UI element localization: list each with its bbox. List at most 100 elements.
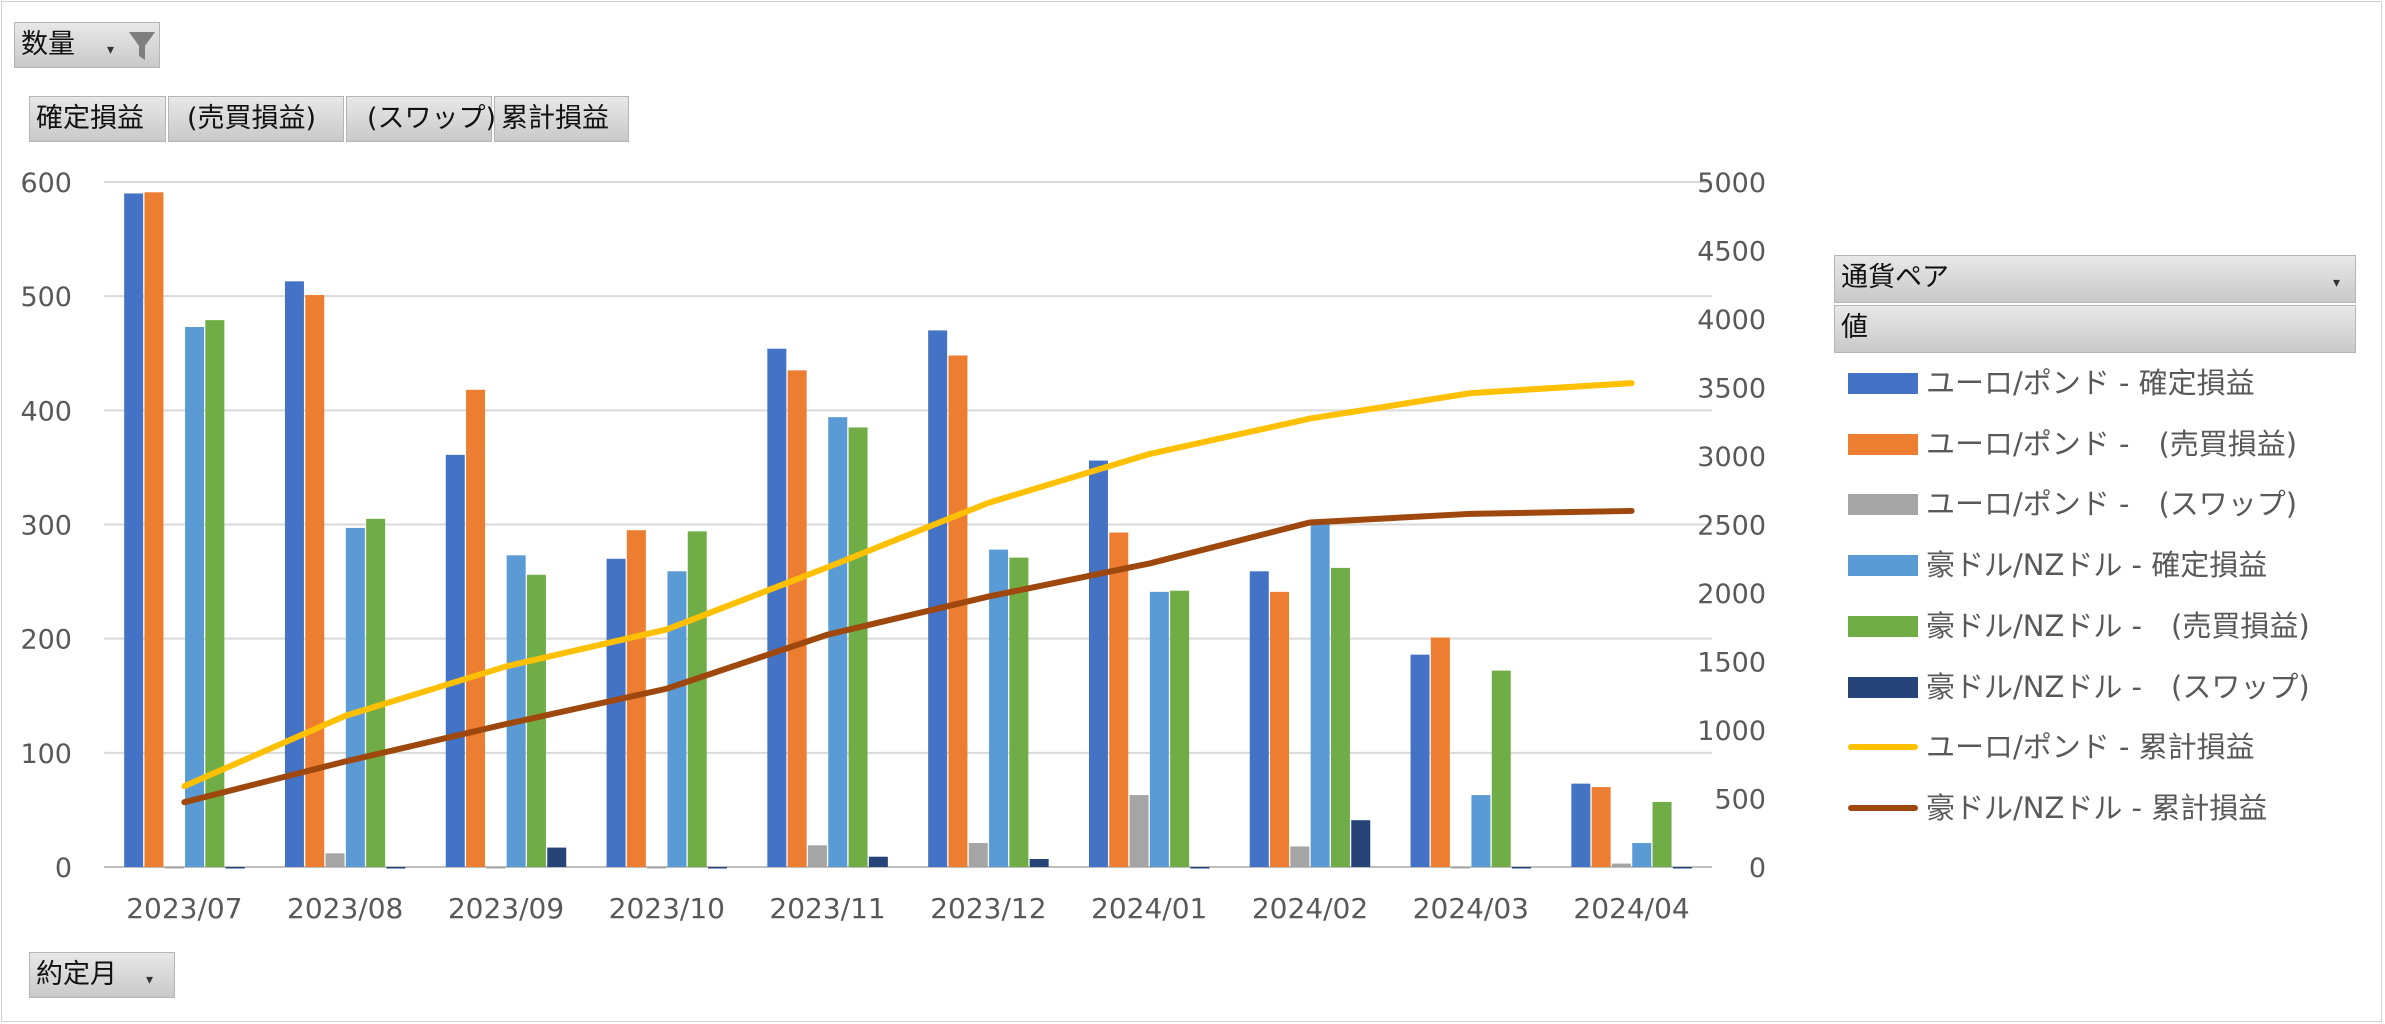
- x-tick-label: 2023/07: [126, 892, 242, 925]
- legend-item: 豪ドル/NZドル - 確定損益: [1848, 545, 2368, 585]
- bar: [466, 389, 486, 867]
- value-field-label: (売買損益): [187, 103, 317, 134]
- bar: [968, 843, 988, 867]
- bar: [305, 295, 325, 867]
- bar: [1571, 783, 1591, 867]
- bar: [547, 847, 567, 867]
- bar: [124, 193, 144, 867]
- legend-item: ユーロ/ポンド - (売買損益): [1848, 424, 2368, 464]
- legend-swatch: [1848, 433, 1918, 455]
- y2-tick-label: 4500: [1697, 237, 1766, 268]
- y-tick-label: 300: [20, 511, 72, 542]
- x-tick-label: 2023/08: [287, 892, 403, 925]
- bar: [1672, 867, 1692, 869]
- dropdown-arrow-icon: ▾: [2333, 275, 2341, 291]
- value-field-button-realized[interactable]: 確定損益: [29, 96, 166, 142]
- bar: [225, 867, 245, 869]
- bar: [1129, 795, 1149, 867]
- bar: [687, 531, 707, 867]
- bar: [1249, 571, 1269, 867]
- bar: [1109, 532, 1129, 867]
- x-tick-label: 2024/01: [1091, 892, 1207, 925]
- bar-series: [124, 192, 1692, 869]
- y-tick-label: 600: [20, 168, 72, 199]
- legend-label: 豪ドル/NZドル - (売買損益): [1926, 608, 2310, 643]
- bar: [345, 527, 365, 867]
- x-tick-label: 2023/09: [448, 892, 564, 925]
- bar: [164, 867, 184, 869]
- legend-label: ユーロ/ポンド - 累計損益: [1926, 730, 2255, 765]
- value-field-button-trading[interactable]: (売買損益): [168, 96, 344, 142]
- legend-swatch: [1848, 676, 1918, 698]
- y2-tick-label: 1500: [1697, 648, 1766, 679]
- value-field-label: 累計損益: [501, 103, 609, 134]
- legend-label: ユーロ/ポンド - (売買損益): [1926, 426, 2298, 461]
- bar: [1410, 654, 1430, 867]
- series-line: [181, 507, 1635, 806]
- bar: [1652, 801, 1672, 867]
- legend-label: 豪ドル/NZドル - (スワップ): [1926, 669, 2310, 704]
- filter-field-label: 数量: [21, 29, 75, 60]
- x-tick-label: 2024/04: [1573, 892, 1689, 925]
- legend-item: 豪ドル/NZドル - (売買損益): [1848, 606, 2368, 646]
- value-field-button-cumulative[interactable]: 累計損益: [494, 96, 629, 142]
- bar: [1009, 557, 1029, 867]
- axis-field-button[interactable]: 約定月 ▾: [29, 952, 175, 998]
- dropdown-arrow-icon: ▾: [146, 972, 154, 988]
- legend-label: ユーロ/ポンド - 確定損益: [1926, 366, 2255, 400]
- bar: [1591, 787, 1611, 867]
- legend-item: 豪ドル/NZドル - (スワップ): [1848, 667, 2368, 707]
- y-tick-label: 200: [20, 625, 72, 656]
- bar: [185, 326, 205, 867]
- x-tick-label: 2023/11: [769, 892, 885, 925]
- bar: [445, 454, 465, 867]
- bar: [1451, 867, 1471, 869]
- x-tick-label: 2023/12: [930, 892, 1046, 925]
- y2-tick-label: 4000: [1697, 305, 1766, 336]
- primary-y-axis: 0 100 200 300 400 500 600: [20, 168, 72, 884]
- x-tick-label: 2024/03: [1413, 892, 1529, 925]
- y-tick-label: 500: [20, 282, 72, 313]
- bar: [1430, 637, 1450, 867]
- bar: [807, 845, 827, 867]
- x-axis: 2023/07 2023/08 2023/09 2023/10 2023/11 2023/…: [126, 892, 1690, 925]
- legend-field-button[interactable]: 通貨ペア ▾: [1834, 255, 2356, 303]
- bar: [284, 281, 304, 867]
- legend-item: ユーロ/ポンド - 累計損益: [1848, 727, 2368, 767]
- bar: [1491, 670, 1511, 867]
- y-tick-label: 0: [55, 853, 72, 884]
- y2-tick-label: 3000: [1697, 442, 1766, 473]
- legend-label: 豪ドル/NZドル - 累計損益: [1926, 790, 2268, 825]
- x-tick-label: 2023/10: [609, 892, 725, 925]
- bar: [1330, 567, 1350, 867]
- bar: [647, 867, 667, 869]
- series-line: [181, 380, 1635, 790]
- bar: [1512, 867, 1532, 869]
- legend-swatch: [1848, 555, 1918, 577]
- bar: [1270, 591, 1290, 867]
- bar: [868, 856, 888, 867]
- legend-swatch: [1848, 804, 1918, 811]
- legend-swatch: [1848, 494, 1918, 516]
- value-field-button-swap[interactable]: (スワップ): [346, 96, 496, 142]
- dropdown-arrow-icon: ▾: [107, 42, 115, 58]
- legend-label: ユーロ/ポンド - (スワップ): [1926, 487, 2298, 522]
- bar: [386, 867, 406, 869]
- bar: [787, 370, 807, 867]
- bar: [1190, 867, 1210, 869]
- line-series: [181, 380, 1635, 806]
- bar: [1632, 843, 1652, 867]
- filter-field-button[interactable]: 数量 ▾: [14, 22, 160, 68]
- bar: [828, 417, 848, 867]
- legend-swatch: [1848, 744, 1918, 751]
- y-tick-label: 100: [20, 739, 72, 770]
- legend-values-button[interactable]: 値: [1834, 305, 2356, 353]
- legend-swatch: [1848, 373, 1918, 394]
- y2-tick-label: 3500: [1697, 374, 1766, 405]
- bar: [928, 330, 948, 868]
- bar: [366, 518, 386, 867]
- y2-tick-label: 2500: [1697, 511, 1766, 542]
- y2-tick-label: 0: [1749, 853, 1766, 884]
- bar: [1088, 460, 1108, 867]
- bar: [1351, 820, 1371, 867]
